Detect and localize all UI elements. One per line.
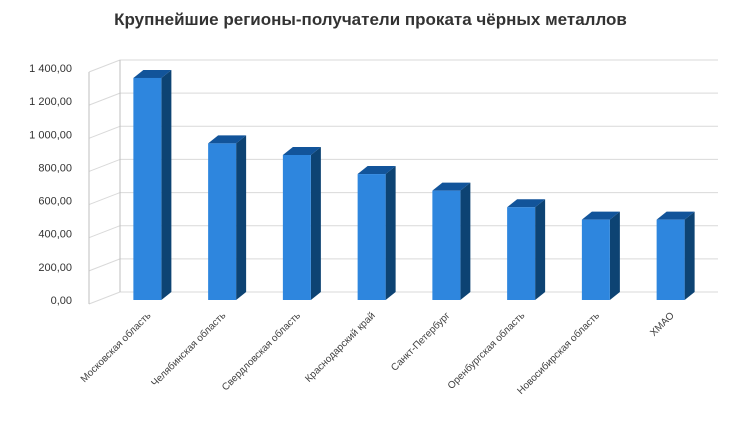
bar [208,135,247,300]
bar-side [684,211,695,300]
grid-line-side [88,158,121,172]
bar-front [282,155,311,300]
x-category-label: Свердловская область [219,310,303,394]
y-tick-label: 1 000,00 [29,129,72,141]
axis [88,60,121,304]
bar [282,147,321,300]
bar-side [535,199,546,300]
bar [432,182,471,300]
bars [133,69,695,300]
bar [507,199,546,300]
bar-front [133,77,162,300]
bar-front [357,174,386,300]
bar-top [133,69,172,78]
y-tick-label: 0,00 [51,295,72,307]
bar-top [357,166,396,175]
y-tick-label: 1 200,00 [29,96,72,108]
grid-line-side [88,192,121,206]
bar-top [507,199,546,208]
grid-line-side [88,225,121,239]
x-category-label: Московская область [78,310,153,385]
y-tick-label: 200,00 [38,262,72,274]
bar-front [432,190,461,300]
bar-side [385,166,396,300]
bar-top [432,182,471,191]
bar-side [460,182,471,300]
x-category-label: Челябинская область [149,310,228,389]
chart-title: Крупнейшие регионы-получатели проката чё… [114,10,627,29]
bar [656,211,695,300]
bar-top [581,211,620,220]
bar-top [656,211,695,220]
grid-line-side [88,92,121,106]
y-tick-label: 800,00 [38,162,72,174]
grid-line-side [88,59,121,73]
x-category-label: ХМАО [648,310,677,339]
bar-side [236,135,247,300]
grid-line-side [88,125,121,139]
bar-side [161,69,172,300]
grid-line-side [88,291,121,305]
y-tick-label: 1 400,00 [29,63,72,75]
x-category-label: Краснодарский край [303,310,377,384]
y-tick-label: 400,00 [38,229,72,241]
bar-front [581,219,610,300]
bar-front [507,207,536,300]
bar-top [282,147,321,155]
bar [581,211,620,300]
bar-top [208,135,247,144]
bar [357,166,396,300]
x-category-label: Новосибирская область [515,310,602,397]
x-category-label: Оренбургская область [445,310,527,392]
bar-front [208,143,237,300]
bar [133,69,172,300]
x-category-label: Санкт-Петербург [389,309,453,373]
bar-side [310,147,321,300]
grid-line-side [88,258,121,272]
bar-front [656,219,685,300]
y-tick-label: 600,00 [38,196,72,208]
bar-side [609,211,620,300]
y-axis-tick-labels: 0,00 200,00 400,00 600,00 800,00 1 000,00 1 20… [29,63,72,307]
grid-lines [88,59,718,305]
